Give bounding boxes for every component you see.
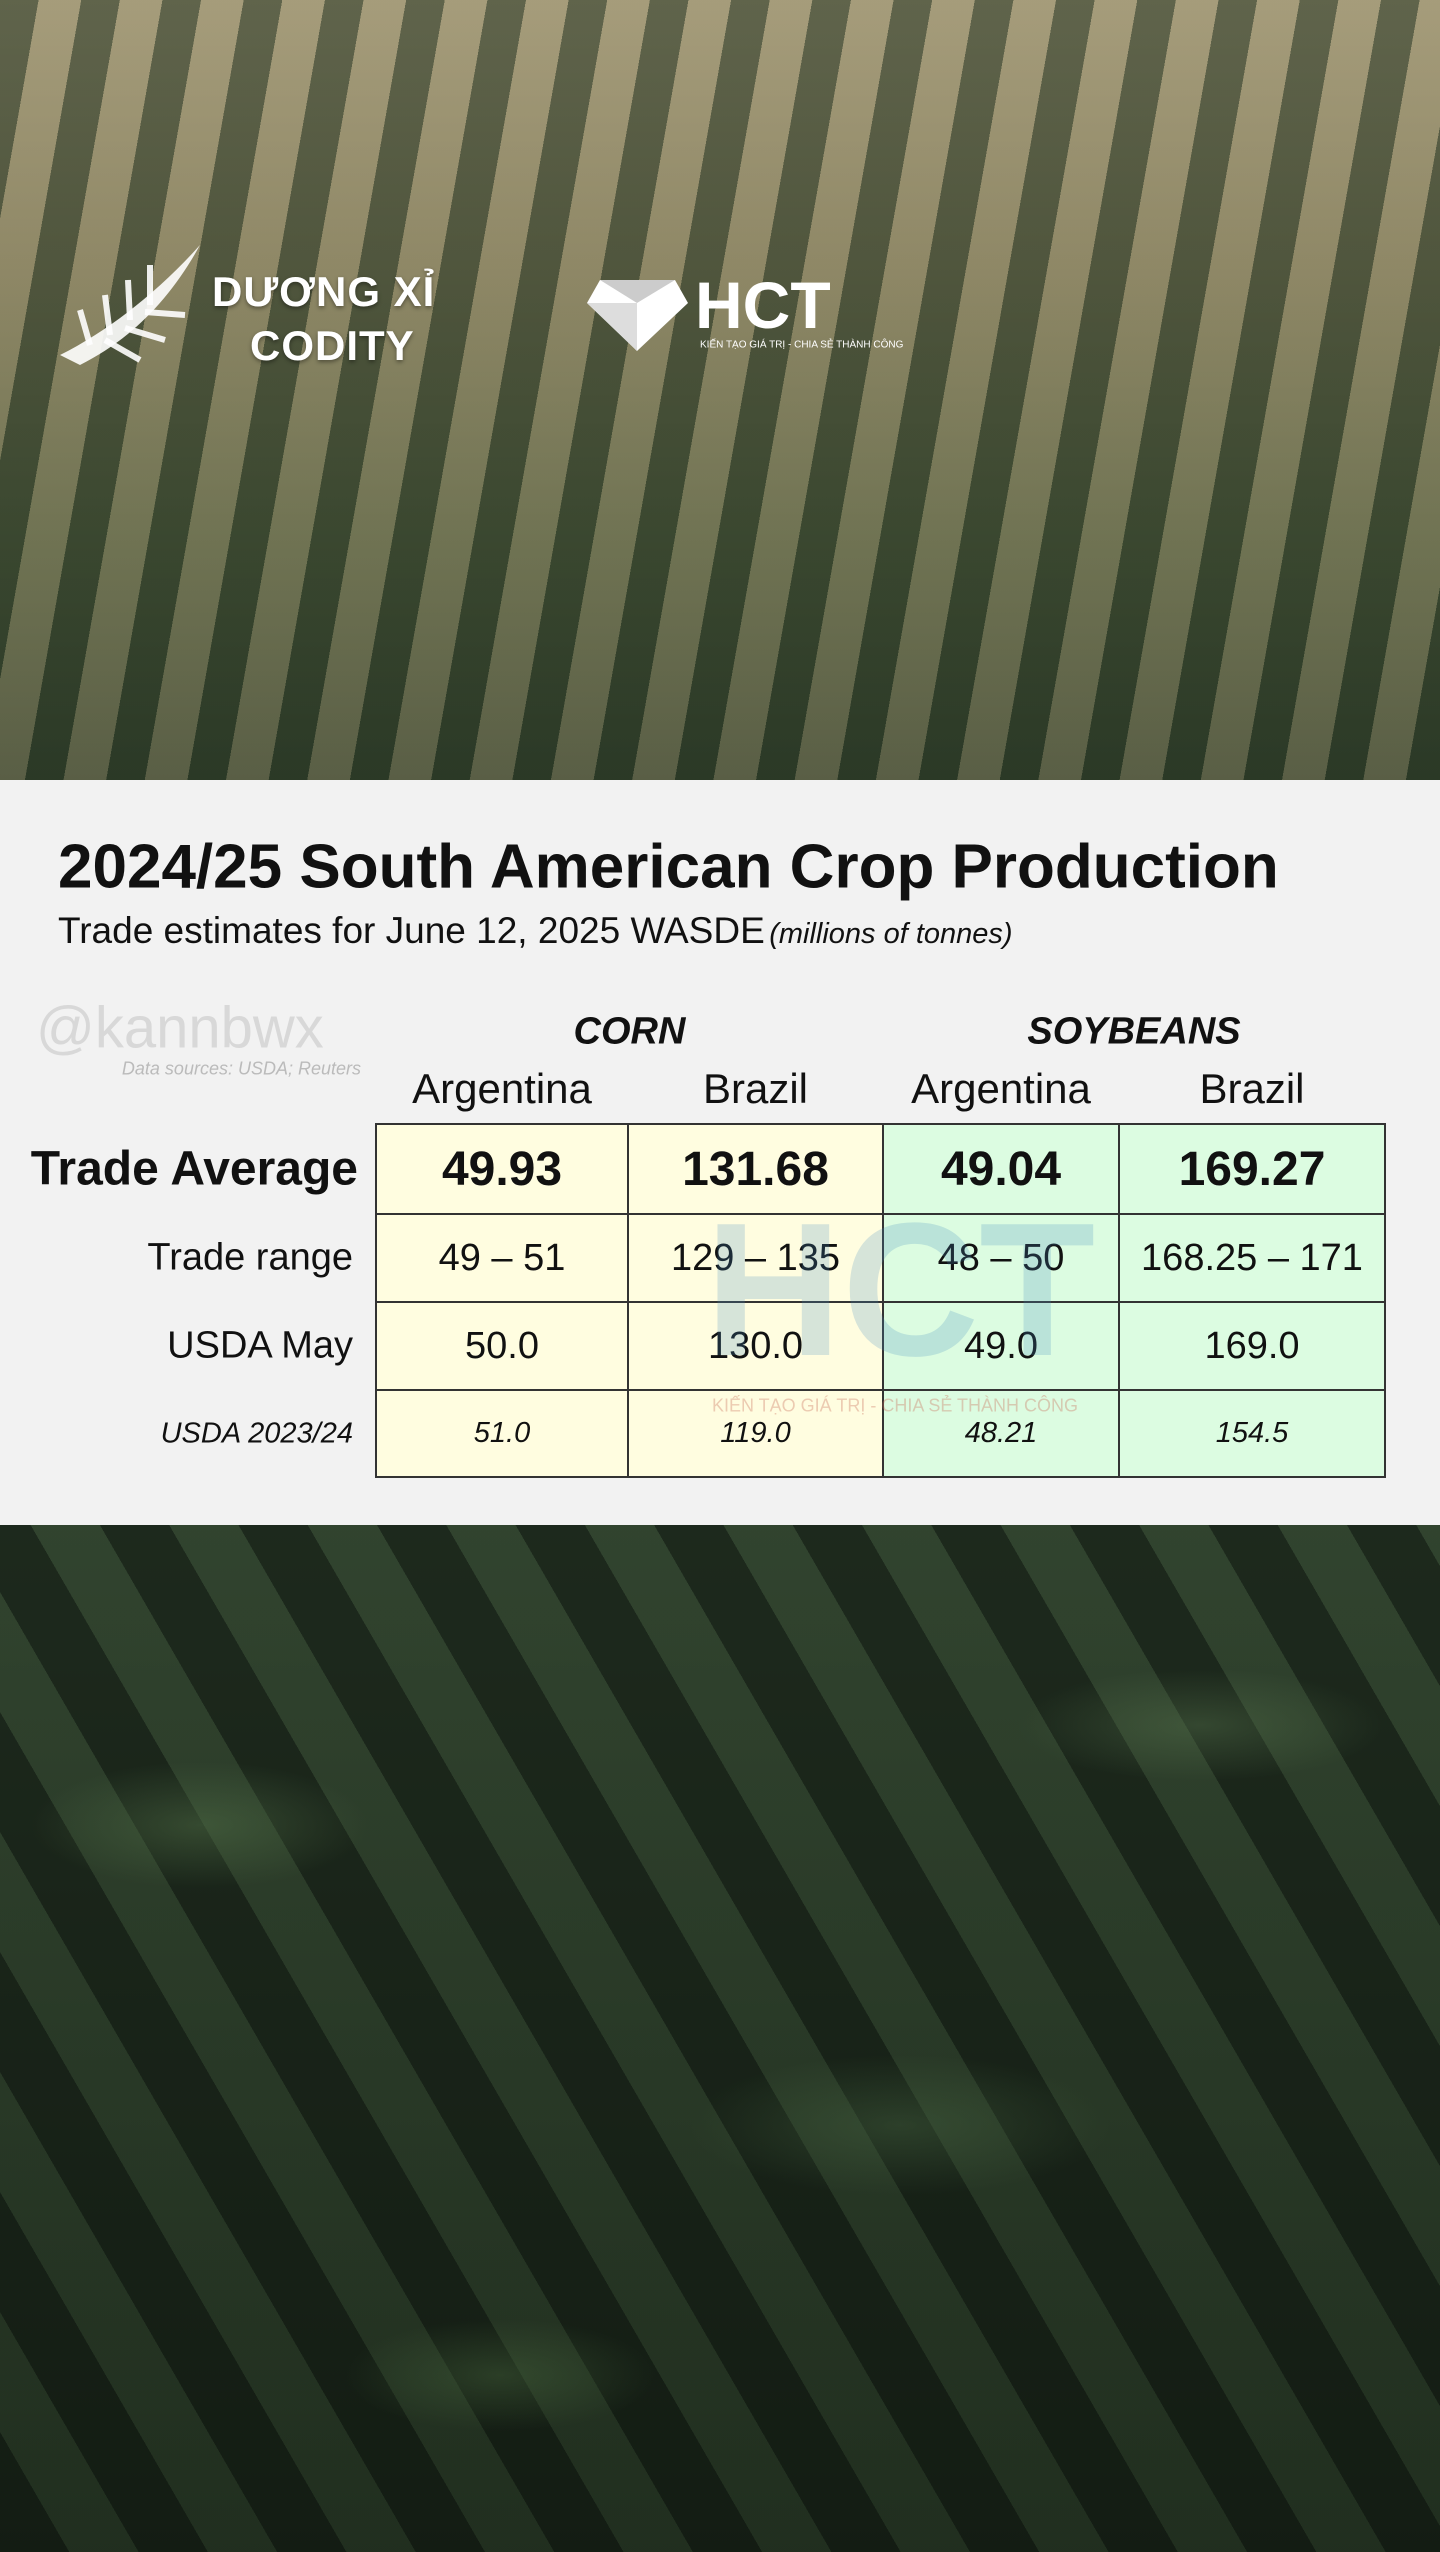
table-card: 2024/25 South American Crop Production T… (0, 780, 1440, 1525)
logo-name: HCT (695, 268, 831, 342)
table-cell: 169.0 (1118, 1301, 1386, 1391)
table-cell: 131.68 (627, 1123, 884, 1215)
column-header: Argentina (911, 1065, 1091, 1112)
source: Data sources: USDA; Reuters (121, 1058, 361, 1079)
table-cell: 49 – 51 (375, 1213, 629, 1303)
title: 2024/25 South American Crop Production (58, 832, 1279, 902)
cornfield-photo (0, 0, 1440, 780)
table-cell: 169.27 (1118, 1123, 1386, 1215)
logo-line: CODITY (250, 322, 415, 369)
table-cell: 154.5 (1118, 1389, 1386, 1478)
watermark-tagline: KIẾN TẠO GIÁ TRỊ - CHIA SẺ THÀNH CÔNG (711, 1395, 1079, 1416)
subtitle-line: Trade estimates for June 12, 2025 WASDE … (58, 910, 1013, 952)
table-cell: 119.0 (627, 1389, 884, 1478)
table-cell: 51.0 (375, 1389, 629, 1478)
column-header: Brazil (702, 1065, 809, 1112)
subtitle: Trade estimates for June 12, 2025 WASDE (58, 910, 765, 951)
table-cell: 49.93 (375, 1123, 629, 1215)
fern-logo (60, 245, 200, 365)
table-cell: 129 – 135 (627, 1213, 884, 1303)
handle: @kannbwx (36, 995, 324, 1061)
table-cell: 168.25 – 171 (1118, 1213, 1386, 1303)
table-cell: 48.21 (882, 1389, 1120, 1478)
column-header: Brazil (1199, 1065, 1305, 1112)
column-header: Argentina (412, 1065, 592, 1112)
table-cell: 50.0 (375, 1301, 629, 1391)
table-cell: 49.0 (882, 1301, 1120, 1391)
table-cell: 49.04 (882, 1123, 1120, 1215)
diamond-logo (587, 280, 688, 351)
watermark-name: HCT (704, 1184, 1096, 1396)
units: (millions of tonnes) (769, 918, 1013, 950)
logo-tagline: KIẾN TẠO GIÁ TRỊ - CHIA SẺ THÀNH CÔNG (700, 339, 904, 351)
row-label: Trade range (147, 1236, 353, 1279)
row-label: Trade Average (30, 1142, 358, 1196)
logo-line: DƯƠNG XỈ (212, 268, 436, 315)
table-cell: 130.0 (627, 1301, 884, 1391)
row-label: USDA 2023/24 (160, 1417, 353, 1449)
row-label: USDA May (167, 1324, 353, 1367)
group-header: SOYBEANS (1027, 1010, 1241, 1053)
table-cell: 48 – 50 (882, 1213, 1120, 1303)
group-header: CORN (573, 1010, 686, 1053)
corn-leaves-photo (0, 1525, 1440, 2552)
